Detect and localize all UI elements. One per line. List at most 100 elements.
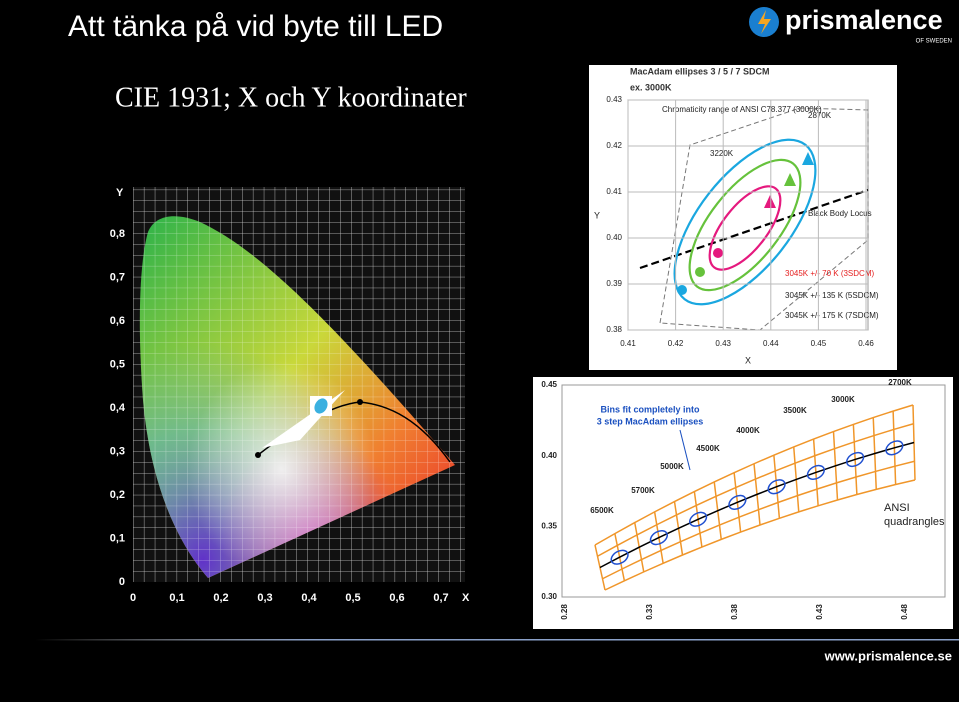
x-tick-label: 0,5 [345, 592, 360, 604]
y-tick-label: 0.45 [541, 380, 557, 389]
y-tick-label: 0.35 [541, 521, 557, 530]
bin-ellipse [767, 479, 786, 495]
cct-label: 4000K [736, 426, 760, 435]
note: 3 step MacAdam ellipses [597, 416, 704, 426]
x-tick-label: 0.33 [645, 604, 654, 620]
locus-label: Black Body Locus [808, 209, 872, 218]
note-arrow [679, 429, 691, 471]
ellipse-label: 3045K +/- 135 K (5SDCM) [785, 291, 879, 300]
ansi-bg [533, 377, 953, 629]
x-tick-label: 0.43 [715, 339, 731, 348]
x-tick-label: 0,7 [433, 592, 448, 604]
legend: quadrangles [884, 516, 945, 528]
x-axis-label: X [462, 592, 470, 604]
locus-point [357, 399, 363, 405]
x-tick-label: 0.44 [763, 339, 779, 348]
y-tick-label: 0.38 [606, 325, 622, 334]
marker [713, 248, 723, 258]
x-tick-label: 0,1 [169, 592, 184, 604]
cct-label: 3500K [783, 406, 807, 415]
y-tick-label: 0,7 [110, 271, 125, 283]
y-tick-label: 0,3 [110, 445, 125, 457]
logo-sub: OF SWEDEN [916, 39, 952, 45]
marker [677, 285, 687, 295]
cct-label: 6500K [590, 506, 614, 515]
y-tick-label: 0,6 [110, 315, 125, 327]
cie-grid-overlay [139, 216, 455, 578]
cie-diagram: Y X 0 0,1 0,2 0,3 0,4 0,5 0,6 0,7 0,8 0 0,1 0,2 0,3 0… [110, 187, 470, 604]
cct-label: 5700K [631, 486, 655, 495]
ansi-plot [561, 384, 946, 598]
x-tick-label: 0,4 [301, 592, 317, 604]
bin-ellipse [728, 494, 747, 510]
y-tick-label: 0.30 [541, 592, 557, 601]
ellipse-3sdcm [708, 185, 782, 271]
x-axis-label: X [745, 355, 751, 365]
y-tick-label: 0.43 [606, 95, 622, 104]
bin-ellipse [649, 529, 668, 546]
subtitle: CIE 1931; X och Y koordinater [115, 82, 467, 113]
macadam-chart: MacAdam ellipses 3 / 5 / 7 SDCM ex. 3000… [589, 65, 897, 370]
bin-ellipse [610, 549, 629, 565]
ellipse-7sdcm [673, 138, 817, 306]
bin-ellipse [885, 440, 904, 456]
y-tick-label: 0,4 [110, 402, 126, 414]
cct-label: 3000K [831, 395, 855, 404]
y-tick-label: 0.40 [541, 451, 557, 460]
marker [695, 267, 705, 277]
ellipse-5sdcm [688, 158, 802, 292]
locus-point [255, 452, 261, 458]
ellipse-label: 3045K +/- 70 K (3SDCM) [785, 269, 874, 278]
y-tick-label: 0.41 [606, 187, 622, 196]
bin-ellipse [846, 451, 865, 468]
marker [784, 173, 796, 186]
x-tick-label: 0,2 [213, 592, 228, 604]
cct-label: 5000K [660, 462, 684, 471]
logo: prismalence OF SWEDEN [749, 5, 952, 45]
marker [802, 152, 814, 165]
y-tick-label: 0,5 [110, 358, 125, 370]
y-tick-label: 0,8 [110, 228, 125, 240]
x-tick-label: 0.28 [560, 604, 569, 620]
cct-label: 3220K [710, 149, 734, 158]
x-tick-label: 0.45 [811, 339, 827, 348]
y-tick-label: 0.42 [606, 141, 622, 150]
x-tick-label: 0.48 [900, 604, 909, 620]
y-axis-label: Y [116, 187, 124, 199]
logo-bolt [758, 10, 771, 34]
legend: ANSI [884, 502, 910, 514]
slide-title: Att tänka på vid byte till LED [68, 10, 443, 43]
x-tick-label: 0 [130, 592, 136, 604]
y-axis-label: Y [594, 210, 600, 220]
x-tick-label: 0.38 [730, 604, 739, 620]
footer-url: www.prismalence.se [824, 648, 952, 663]
marker [764, 195, 776, 208]
x-tick-label: 0,6 [389, 592, 404, 604]
bin-ellipse [806, 464, 825, 481]
macadam-title: ex. 3000K [630, 82, 672, 92]
quad-edge [594, 404, 914, 546]
range-label: Chromaticity range of ANSI C78.377 (3000… [662, 105, 822, 114]
y-tick-label: 0,2 [110, 489, 125, 501]
quad-edge [599, 441, 915, 569]
cct-label: 2700K [888, 378, 912, 387]
cct-label: 4500K [696, 444, 720, 453]
logo-text: prismalence [785, 5, 943, 35]
x-tick-label: 0.41 [620, 339, 636, 348]
y-tick-label: 0.40 [606, 233, 622, 242]
quad-edge [602, 460, 915, 580]
quad-edge [597, 423, 914, 557]
y-tick-label: 0.39 [606, 279, 622, 288]
quad-edge [604, 479, 916, 591]
x-tick-label: 0.43 [815, 604, 824, 620]
x-tick-label: 0.46 [858, 339, 874, 348]
macadam-bg [589, 65, 897, 370]
ansi-chart: Bins fit completely into 3 step MacAdam … [533, 377, 953, 629]
cct-label: 2870K [808, 111, 832, 120]
bin-ellipse [689, 511, 708, 527]
footer-line [35, 639, 959, 641]
inset-ellipse [314, 398, 328, 414]
y-tick-label: 0,1 [110, 532, 125, 544]
ellipse-label: 3045K +/- 175 K (7SDCM) [785, 311, 879, 320]
